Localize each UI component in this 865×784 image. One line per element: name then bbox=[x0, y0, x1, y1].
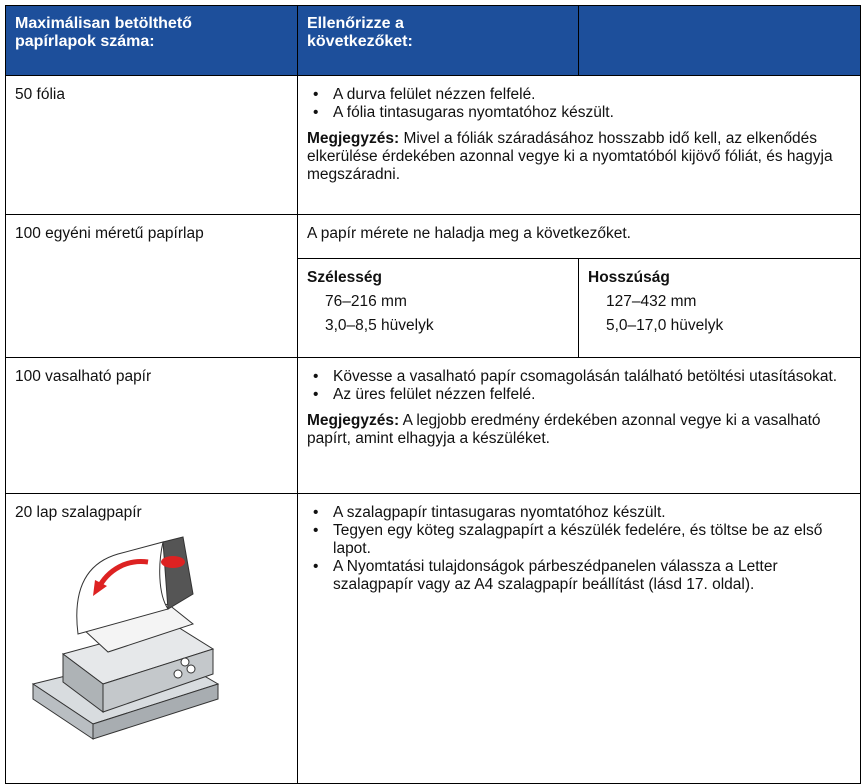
paper-table: Maximálisan betölthető papírlapok száma: … bbox=[5, 5, 861, 784]
size-cell: Szélesség 76–216 mm 3,0–8,5 hüvelyk bbox=[297, 258, 579, 358]
size-cell: Hosszúság 127–432 mm 5,0–17,0 hüvelyk bbox=[578, 258, 861, 358]
bullet-list: A durva felület nézzen felfelé.A fólia t… bbox=[307, 86, 851, 122]
size-line: 3,0–8,5 hüvelyk bbox=[325, 317, 434, 334]
bullet: Kövesse a vasalható papír csomagolásán t… bbox=[313, 368, 851, 386]
note: Megjegyzés: A legjobb eredmény érdekében… bbox=[307, 412, 851, 448]
page: Maximálisan betölthető papírlapok száma: … bbox=[0, 0, 865, 766]
info-cell: Kövesse a vasalható papír csomagolásán t… bbox=[297, 357, 861, 494]
info-cell: A szalagpapír tintasugaras nyomtatóhoz k… bbox=[297, 493, 861, 784]
bullet: A Nyomtatási tulajdonságok párbeszédpane… bbox=[313, 558, 851, 594]
note-text: A legjobb eredmény érdekében azonnal veg… bbox=[307, 412, 821, 447]
bullet: A szalagpapír tintasugaras nyomtatóhoz k… bbox=[313, 504, 851, 522]
row-label: 50 fólia bbox=[15, 86, 65, 103]
bullet: Az üres felület nézzen felfelé. bbox=[313, 386, 851, 404]
label-cell: 20 lap szalagpapír bbox=[5, 493, 298, 784]
header-cell bbox=[578, 5, 861, 76]
header-row: Maximálisan betölthető papírlapok száma: … bbox=[5, 5, 861, 76]
intro: A papír mérete ne haladja meg a következ… bbox=[307, 225, 631, 242]
label-cell: 50 fólia bbox=[5, 75, 298, 215]
row-label: 100 egyéni méretű papírlap bbox=[15, 225, 204, 242]
note-label: Megjegyzés: bbox=[307, 130, 400, 147]
label-cell: 100 vasalható papír bbox=[5, 357, 298, 494]
bullet: A fólia tintasugaras nyomtatóhoz készült… bbox=[313, 104, 851, 122]
header-text: következőket: bbox=[307, 33, 413, 50]
size-line: 127–432 mm bbox=[606, 293, 697, 310]
size-title: Hosszúság bbox=[588, 269, 670, 286]
size-title: Szélesség bbox=[307, 269, 382, 286]
row-label: 20 lap szalagpapír bbox=[15, 504, 142, 521]
info-cell: A durva felület nézzen felfelé.A fólia t… bbox=[297, 75, 861, 215]
header-text: Ellenőrizze a bbox=[307, 15, 404, 32]
bullet: Tegyen egy köteg szalagpapírt a készülék… bbox=[313, 522, 851, 558]
row: 20 lap szalagpapír A szalagpapír tintasu… bbox=[5, 493, 861, 784]
row-label: 100 vasalható papír bbox=[15, 368, 152, 385]
row: Szélesség 76–216 mm 3,0–8,5 hüvelyk Hosszú… bbox=[6, 258, 861, 358]
bullet-list: A szalagpapír tintasugaras nyomtatóhoz k… bbox=[307, 504, 851, 594]
bullet: A durva felület nézzen felfelé. bbox=[313, 86, 851, 104]
header-cell: Maximálisan betölthető papírlapok száma: bbox=[5, 5, 298, 76]
note: Megjegyzés: Mivel a fóliák száradásához … bbox=[307, 130, 851, 184]
label-cell: 100 egyéni méretű papírlap bbox=[5, 214, 298, 358]
note-text: Mivel a fóliák száradásához hosszabb idő… bbox=[307, 130, 833, 183]
printer-illustration bbox=[31, 536, 220, 740]
header-text: Maximálisan betölthető bbox=[15, 15, 192, 32]
row: 100 egyéni méretű papírlap A papír méret… bbox=[5, 214, 861, 358]
info-cell: A papír mérete ne haladja meg a következ… bbox=[297, 214, 861, 259]
row: 100 vasalható papír Kövesse a vasalható … bbox=[5, 357, 861, 494]
row: 50 fólia A durva felület nézzen felfelé.… bbox=[5, 75, 861, 215]
header-cell: Ellenőrizze a következőket: bbox=[297, 5, 579, 76]
bullet-list: Kövesse a vasalható papír csomagolásán t… bbox=[307, 368, 851, 404]
header-text: papírlapok száma: bbox=[15, 33, 155, 50]
note-label: Megjegyzés: bbox=[307, 412, 400, 429]
size-line: 5,0–17,0 hüvelyk bbox=[606, 317, 724, 334]
size-line: 76–216 mm bbox=[325, 293, 407, 310]
